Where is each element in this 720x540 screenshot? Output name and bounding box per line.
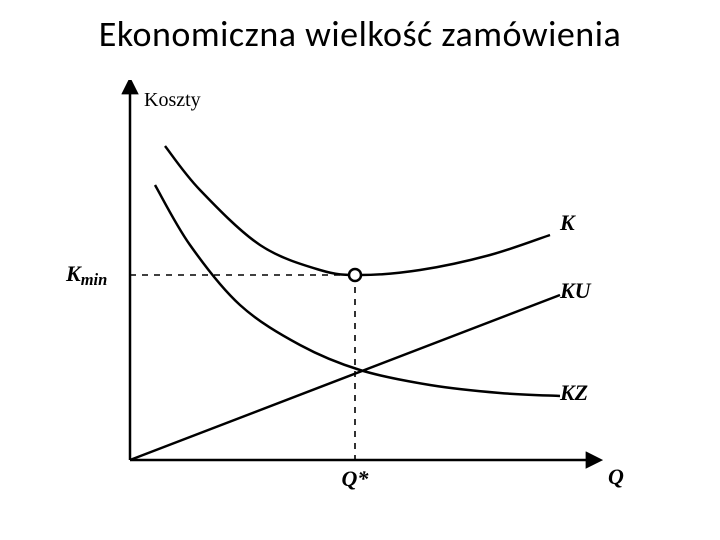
label-ku: KU bbox=[559, 278, 592, 303]
kmin-label: Kmin bbox=[65, 261, 107, 289]
qstar-label: Q* bbox=[342, 466, 370, 491]
eoq-chart: Koszty Q Kmin Q* K KU KZ bbox=[60, 80, 660, 510]
curve-kz bbox=[155, 185, 560, 396]
label-k: K bbox=[559, 210, 576, 235]
y-axis-label: Koszty bbox=[144, 89, 201, 111]
min-point-marker bbox=[349, 269, 361, 281]
curve-k bbox=[165, 146, 550, 275]
slide-title: Ekonomiczna wielkość zamówienia bbox=[0, 12, 720, 56]
label-kz: KZ bbox=[559, 380, 588, 405]
slide: Ekonomiczna wielkość zamówienia KosztyQK… bbox=[0, 0, 720, 540]
curve-ku bbox=[130, 295, 560, 460]
x-axis-label: Q bbox=[608, 464, 624, 489]
eoq-chart-svg: Koszty Q Kmin Q* K KU KZ bbox=[60, 80, 660, 510]
